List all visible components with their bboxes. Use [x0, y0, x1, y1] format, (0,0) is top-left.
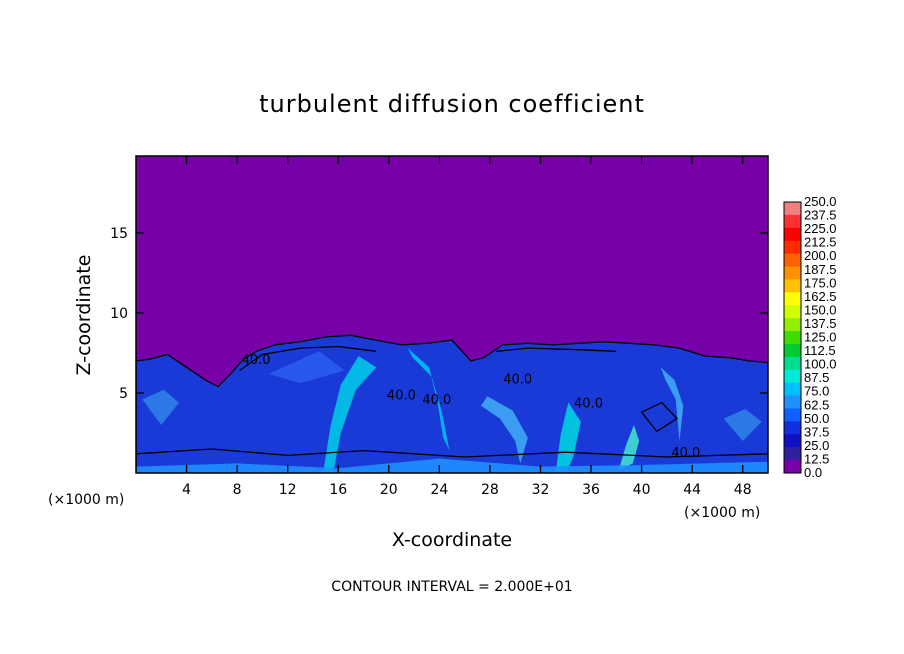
- contour-interval-footer: CONTOUR INTERVAL = 2.000E+01: [331, 579, 572, 595]
- colorbar-level-label: 137.5: [804, 316, 837, 331]
- field-layer: [136, 335, 768, 473]
- colorbar-level-label: 150.0: [804, 302, 837, 317]
- contour-boundary-line: [136, 334, 768, 473]
- colorbar-swatch: [784, 356, 801, 371]
- x-tick-label: 4: [182, 482, 191, 498]
- colorbar-swatch: [784, 369, 801, 384]
- plume-region-1: [323, 356, 377, 473]
- colorbar-level-label: 250.0: [804, 194, 837, 209]
- colorbar-swatch: [784, 305, 801, 319]
- colorbar-level-label: 175.0: [804, 275, 837, 290]
- y-tick-label: 15: [110, 226, 128, 242]
- plume-region-3: [481, 396, 528, 464]
- x-tick-label: 32: [532, 482, 550, 498]
- x-tick-label: 40: [633, 482, 651, 498]
- plot-area: 40.0 40.0 40.0 40.0 40.0 40.0: [136, 156, 768, 473]
- x-tick-label: 12: [279, 482, 297, 498]
- colorbar-swatch: [784, 331, 801, 345]
- colorbar-swatch: [784, 421, 801, 435]
- colorbar-level-label: 200.0: [804, 248, 837, 263]
- plot-frame: [135, 155, 769, 474]
- colorbar-level-label: 225.0: [804, 221, 837, 236]
- x-axis-ticks: 4 8 12 16 20 24 28 32 36 40 44 48: [182, 156, 752, 498]
- contour-line-3: [136, 448, 768, 458]
- colorbar-level-label: 125.0: [804, 330, 837, 345]
- plume-region-6: [660, 367, 684, 441]
- colorbar: 250.0237.5225.0212.5200.0187.5175.0162.5…: [783, 194, 837, 480]
- contour-label-4: 40.0: [422, 393, 451, 408]
- colorbar-swatch: [784, 214, 801, 229]
- x-tick-label: 28: [481, 482, 499, 498]
- colorbar-level-label: 25.0: [804, 438, 829, 453]
- colorbar-frame: [783, 201, 802, 474]
- plume-region-9: [723, 409, 762, 441]
- colorbar-level-label: 112.5: [804, 343, 836, 358]
- colorbar-level-label: 62.5: [804, 397, 829, 412]
- colorbar-level-label: 212.5: [804, 235, 837, 250]
- colorbar-level-label: 37.5: [804, 424, 829, 439]
- chart-title: turbulent diffusion coefficient: [259, 90, 645, 118]
- x-unit-label-left: (×1000 m): [48, 492, 124, 508]
- colorbar-swatch: [784, 434, 801, 448]
- colorbar-swatch: [784, 202, 801, 216]
- colorbar-level-label: 237.5: [804, 208, 837, 223]
- colorbar-swatch: [784, 447, 801, 461]
- colorbar-level-label: 75.0: [804, 384, 829, 399]
- y-axis-title: Z-coordinate: [73, 255, 95, 376]
- contour-labels: 40.0 40.0 40.0 40.0 40.0 40.0: [242, 353, 701, 461]
- colorbar-swatch: [784, 292, 801, 306]
- y-tick-label: 10: [110, 306, 128, 322]
- colorbar-swatch: [784, 343, 801, 358]
- colorbar-swatch: [784, 227, 801, 242]
- colorbar-swatch: [784, 408, 801, 422]
- contour-lines: [136, 334, 768, 473]
- plume-region-10: [268, 351, 345, 384]
- x-tick-label: 20: [380, 482, 398, 498]
- x-tick-label: 24: [430, 482, 448, 498]
- x-tick-label: 44: [683, 482, 701, 498]
- colorbar-swatch: [784, 279, 801, 293]
- contour-line-4: [641, 401, 679, 433]
- y-tick-label: 5: [119, 386, 128, 402]
- contour-label-2: 40.0: [503, 372, 532, 387]
- x-axis-title: X-coordinate: [392, 529, 512, 551]
- plume-region-5: [618, 425, 640, 470]
- colorbar-level-label: 162.5: [804, 289, 837, 304]
- contour-label-1: 40.0: [242, 353, 271, 368]
- y-axis-ticks: 5 10 15: [110, 226, 768, 402]
- colorbar-level-label: 50.0: [804, 411, 829, 426]
- colorbar-swatch: [784, 382, 801, 396]
- x-tick-label: 36: [582, 482, 600, 498]
- contour-label-5: 40.0: [574, 396, 603, 411]
- colorbar-level-label: 100.0: [804, 357, 837, 372]
- colorbar-level-label: 187.5: [804, 262, 837, 277]
- colorbar-swatch: [784, 395, 801, 409]
- colorbar-level-label: 12.5: [804, 451, 829, 466]
- colorbar-level-label: 87.5: [804, 370, 829, 385]
- plume-region-7: [136, 458, 768, 473]
- colorbar-level-label: 0.0: [804, 465, 822, 480]
- contour-label-6: 40.0: [671, 446, 700, 461]
- plume-region-4: [555, 402, 581, 473]
- colorbar-swatch: [784, 460, 801, 474]
- x-tick-label: 16: [329, 482, 347, 498]
- contour-line-1: [239, 345, 377, 372]
- x-unit-label-right: (×1000 m): [684, 505, 760, 521]
- contour-label-3: 40.0: [387, 388, 416, 403]
- contour-line-2: [496, 347, 617, 352]
- colorbar-swatch: [784, 240, 801, 255]
- plume-region-8: [142, 389, 179, 425]
- colorbar-swatch: [784, 253, 801, 267]
- x-tick-label: 8: [233, 482, 242, 498]
- colorbar-swatch: [784, 318, 801, 332]
- plume-region-2: [407, 348, 450, 451]
- colorbar-swatch: [784, 266, 801, 280]
- x-tick-label: 48: [734, 482, 752, 498]
